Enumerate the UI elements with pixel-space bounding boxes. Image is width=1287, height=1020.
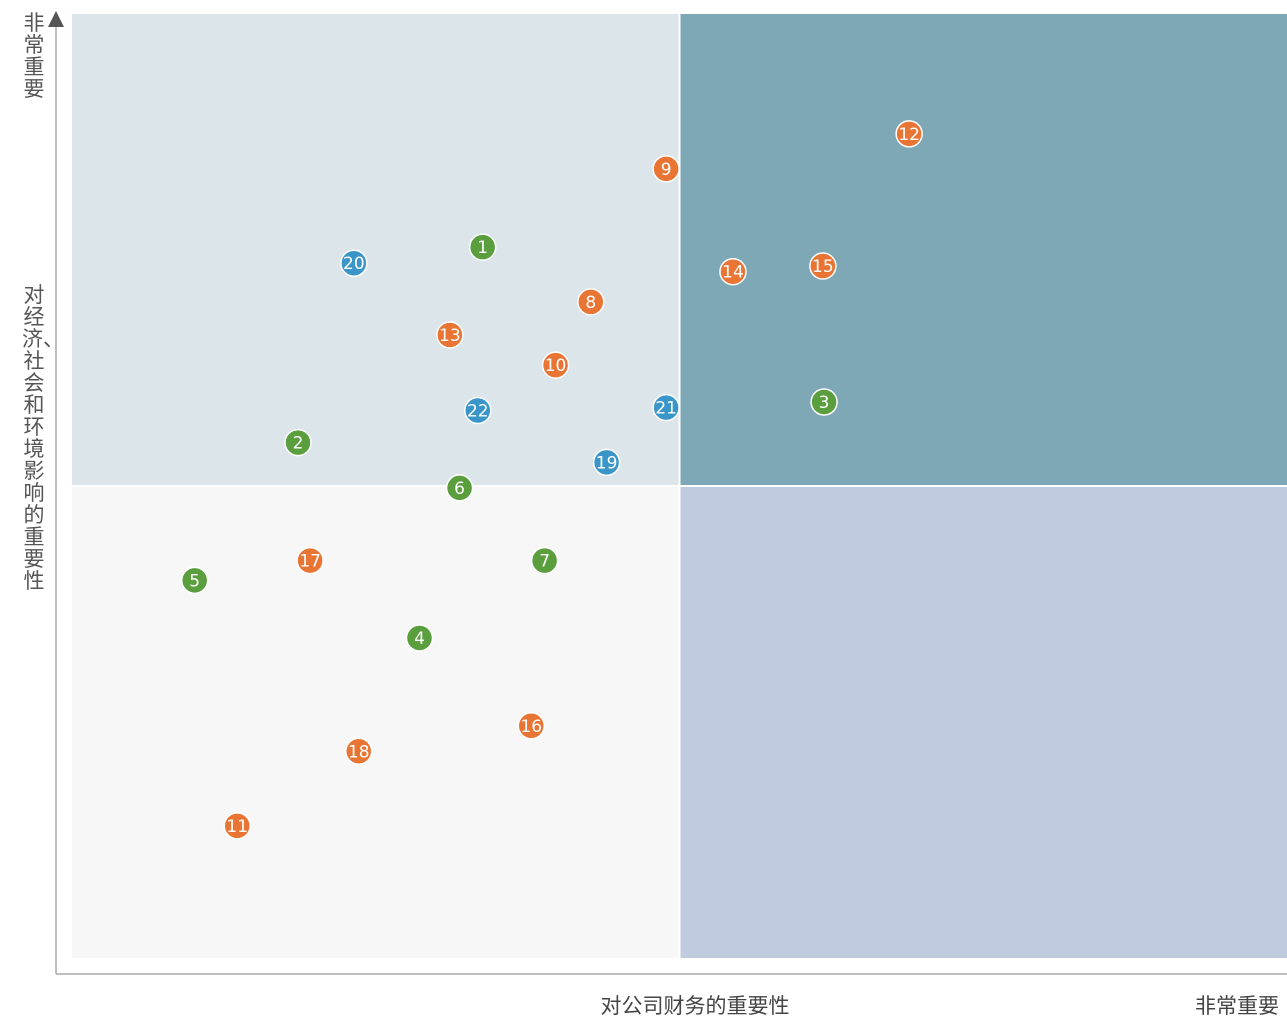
y-axis-title: 对经济、社会和环境影响的重要性 bbox=[22, 284, 46, 592]
data-point-label-8: 8 bbox=[585, 293, 596, 313]
data-point-label-1: 1 bbox=[477, 238, 488, 258]
data-point-label-17: 17 bbox=[299, 552, 321, 572]
quadrant-bottom-left bbox=[72, 487, 679, 958]
quadrant-top-right bbox=[681, 14, 1287, 485]
data-point-label-4: 4 bbox=[414, 629, 425, 649]
data-point-label-18: 18 bbox=[348, 742, 370, 762]
data-point-label-10: 10 bbox=[545, 356, 567, 376]
data-point-label-11: 11 bbox=[226, 817, 248, 837]
data-point-label-12: 12 bbox=[898, 125, 920, 145]
data-point-label-20: 20 bbox=[343, 254, 365, 274]
data-point-label-3: 3 bbox=[819, 393, 830, 413]
y-axis-arrow bbox=[48, 11, 64, 27]
data-point-label-5: 5 bbox=[189, 571, 200, 591]
quadrant-bottom-right bbox=[681, 487, 1287, 958]
data-point-label-15: 15 bbox=[812, 257, 834, 277]
data-point-label-22: 22 bbox=[467, 401, 489, 421]
data-point-label-21: 21 bbox=[655, 399, 677, 419]
y-axis-end-label: 非常重要 bbox=[22, 12, 46, 100]
quadrant-top-left bbox=[72, 14, 679, 485]
data-point-label-19: 19 bbox=[596, 453, 618, 473]
data-point-label-14: 14 bbox=[722, 263, 744, 283]
data-point-label-13: 13 bbox=[439, 326, 461, 346]
data-point-label-6: 6 bbox=[454, 479, 465, 499]
data-point-label-9: 9 bbox=[661, 160, 672, 180]
data-point-label-16: 16 bbox=[520, 717, 542, 737]
data-point-label-7: 7 bbox=[539, 552, 550, 572]
data-point-label-2: 2 bbox=[293, 434, 304, 454]
